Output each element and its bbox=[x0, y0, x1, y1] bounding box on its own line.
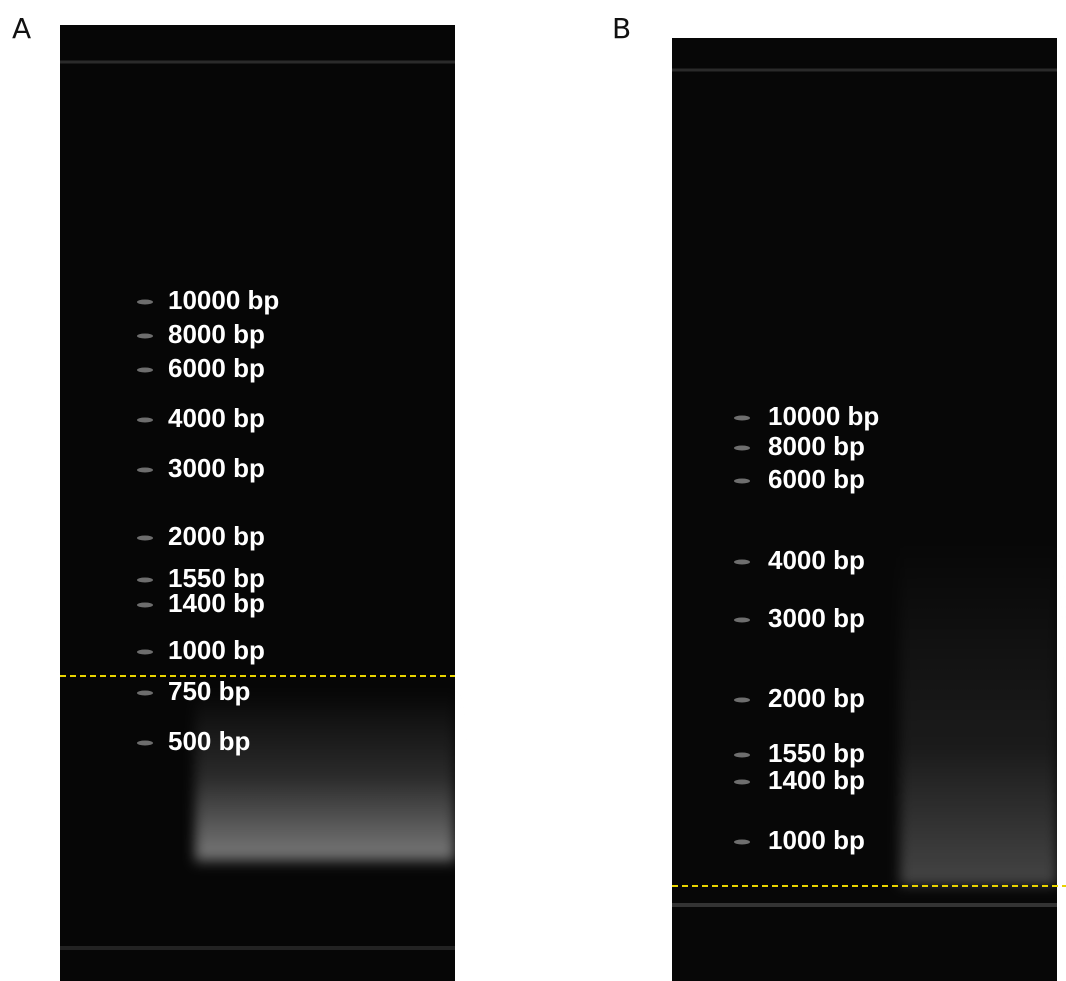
ladder-label: 750 bp bbox=[168, 676, 250, 706]
ladder-band bbox=[137, 602, 153, 608]
ladder-label: 6000 bp bbox=[168, 353, 265, 383]
ladder-band bbox=[734, 752, 750, 758]
ladder-band bbox=[137, 740, 153, 746]
ladder-label: 1550 bp bbox=[168, 563, 265, 593]
ladder-label: 3000 bp bbox=[768, 603, 865, 633]
ladder-label: 8000 bp bbox=[168, 319, 265, 349]
ladder-band bbox=[734, 617, 750, 623]
ladder-label: 1550 bp bbox=[768, 738, 865, 768]
ladder-label: 10000 bp bbox=[168, 285, 279, 315]
ladder-band bbox=[734, 839, 750, 845]
ladder-band bbox=[734, 478, 750, 484]
panel-label: A bbox=[12, 12, 31, 45]
ladder-band bbox=[137, 467, 153, 473]
ladder-label: 1400 bp bbox=[168, 588, 265, 618]
smear bbox=[900, 540, 1057, 885]
ladder-band bbox=[137, 417, 153, 423]
ladder-label: 2000 bp bbox=[768, 683, 865, 713]
ladder-band bbox=[137, 333, 153, 339]
ladder-band bbox=[734, 445, 750, 451]
ladder-label: 4000 bp bbox=[168, 403, 265, 433]
ladder-label: 500 bp bbox=[168, 726, 250, 756]
ladder-band bbox=[734, 697, 750, 703]
panel-label: B bbox=[612, 12, 631, 45]
ladder-label: 1000 bp bbox=[768, 825, 865, 855]
ladder-label: 2000 bp bbox=[168, 521, 265, 551]
ladder-band bbox=[734, 559, 750, 565]
ladder-band bbox=[137, 367, 153, 373]
ladder-label: 3000 bp bbox=[168, 453, 265, 483]
ladder-band bbox=[734, 415, 750, 421]
ladder-band bbox=[137, 535, 153, 541]
ladder-band bbox=[137, 690, 153, 696]
smear bbox=[195, 690, 455, 865]
ladder-label: 10000 bp bbox=[768, 401, 879, 431]
ladder-label: 4000 bp bbox=[768, 545, 865, 575]
ladder-band bbox=[137, 577, 153, 583]
ladder-label: 1400 bp bbox=[768, 765, 865, 795]
ladder-band bbox=[137, 299, 153, 305]
ladder-label: 6000 bp bbox=[768, 464, 865, 494]
ladder-band bbox=[734, 779, 750, 785]
ladder-band bbox=[137, 649, 153, 655]
ladder-label: 8000 bp bbox=[768, 431, 865, 461]
ladder-label: 1000 bp bbox=[168, 635, 265, 665]
